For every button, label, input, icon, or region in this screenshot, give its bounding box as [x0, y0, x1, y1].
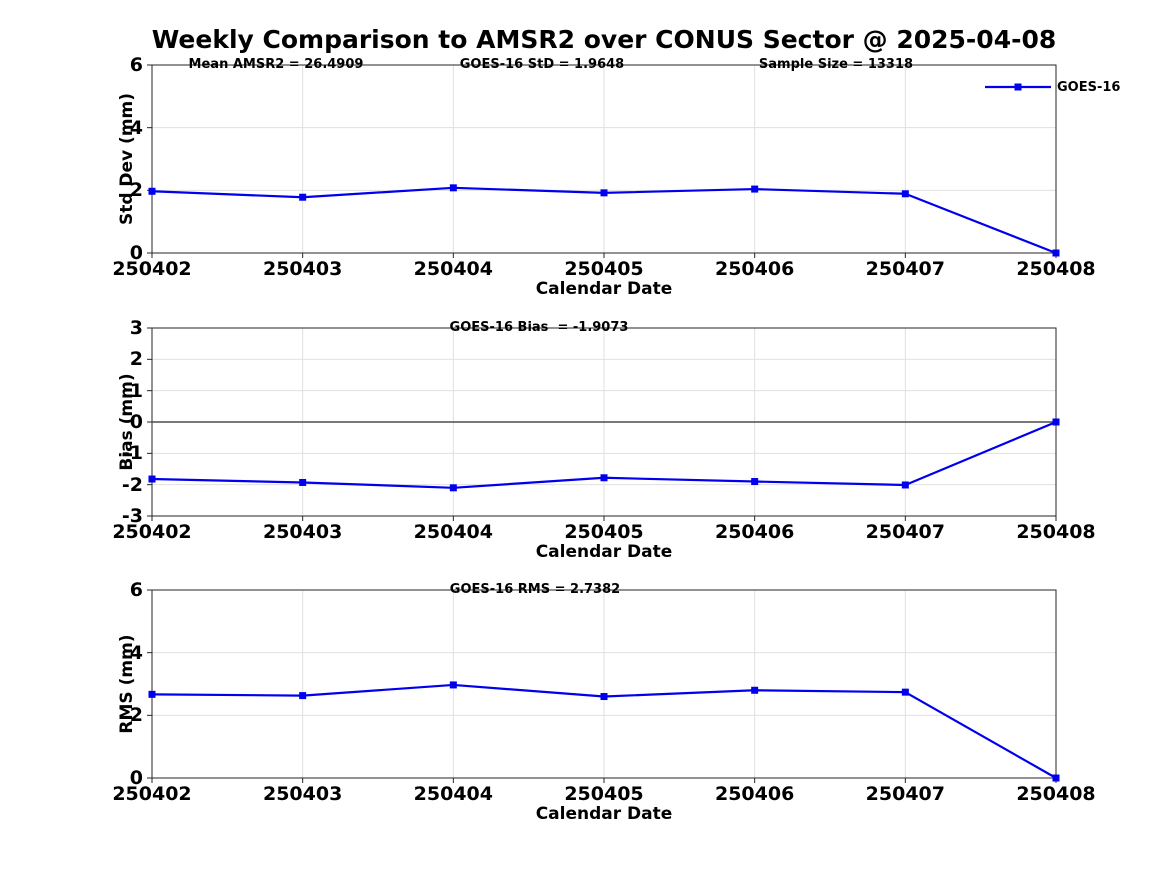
y-axis-label-stddev: Std Dev (mm): [117, 92, 137, 226]
series-marker: [449, 184, 457, 192]
x-tick-label: 250404: [413, 521, 493, 543]
series-marker: [1052, 249, 1060, 257]
x-tick-label: 250405: [564, 783, 644, 805]
series-marker: [751, 185, 759, 193]
x-tick-label: 250407: [865, 521, 945, 543]
series-marker: [751, 478, 759, 486]
series-marker: [148, 690, 156, 698]
x-tick-label: 250405: [564, 521, 644, 543]
y-tick-label: -2: [121, 473, 143, 496]
y-tick-label: 2: [129, 348, 143, 371]
x-tick-label: 250403: [262, 783, 343, 805]
x-tick-label: 250403: [262, 258, 343, 280]
annotation-goes16-bias: GOES-16 Bias = -1.9073: [449, 320, 629, 335]
series-marker: [1052, 418, 1060, 426]
x-tick-label: 250402: [112, 258, 192, 280]
x-axis-label-rms: Calendar Date: [535, 804, 673, 824]
series-marker: [148, 187, 156, 195]
y-tick-label: 6: [129, 54, 143, 76]
y-tick-label: 1: [129, 379, 143, 402]
y-tick-label: 6: [129, 579, 143, 601]
figure-title: Weekly Comparison to AMSR2 over CONUS Se…: [151, 25, 1057, 54]
x-tick-label: 250407: [865, 783, 945, 805]
y-tick-label: 0: [129, 411, 143, 433]
x-axis-label-stddev: Calendar Date: [535, 279, 673, 299]
annotation-mean-amsr2: Mean AMSR2 = 26.4909: [188, 57, 364, 72]
x-tick-label: 250408: [1016, 783, 1096, 805]
annotation-goes16-std: GOES-16 StD = 1.9648: [459, 57, 625, 72]
series-marker: [449, 681, 457, 689]
y-tick-label: 3: [129, 317, 143, 339]
y-tick-label: 4: [129, 116, 143, 139]
series-marker: [901, 688, 909, 696]
x-tick-label: 250407: [865, 258, 945, 280]
x-axis-label-bias: Calendar Date: [535, 542, 673, 562]
x-tick-label: 250402: [112, 521, 192, 543]
series-marker: [299, 692, 307, 700]
x-tick-label: 250406: [714, 258, 795, 280]
series-marker: [600, 474, 608, 482]
x-tick-label: 250405: [564, 258, 644, 280]
y-tick-label: 0: [129, 767, 143, 789]
series-marker: [148, 475, 156, 483]
series-marker: [1052, 774, 1060, 782]
y-tick-label: 2: [129, 179, 143, 202]
x-tick-label: 250408: [1016, 521, 1096, 543]
series-marker: [600, 693, 608, 701]
legend-line-icon: [985, 83, 1051, 91]
legend-label: GOES-16: [1057, 79, 1121, 95]
y-tick-label: -3: [121, 505, 143, 527]
series-marker: [449, 484, 457, 492]
y-tick-label: 0: [129, 242, 143, 264]
series-marker: [751, 686, 759, 694]
annotation-sample-size: Sample Size = 13318: [758, 57, 914, 72]
x-tick-label: 250404: [413, 783, 493, 805]
x-tick-label: 250404: [413, 258, 493, 280]
x-tick-label: 250406: [714, 521, 795, 543]
legend: GOES-16: [985, 79, 1121, 95]
x-tick-label: 250402: [112, 783, 192, 805]
annotation-goes16-rms: GOES-16 RMS = 2.7382: [449, 582, 621, 597]
series-marker: [299, 193, 307, 201]
y-tick-label: -1: [121, 442, 143, 465]
series-marker: [299, 478, 307, 486]
series-marker: [901, 481, 909, 489]
x-tick-label: 250406: [714, 783, 795, 805]
series-marker: [600, 189, 608, 197]
y-tick-label: 4: [129, 641, 143, 664]
series-marker: [901, 190, 909, 198]
x-tick-label: 250403: [262, 521, 343, 543]
x-tick-label: 250408: [1016, 258, 1096, 280]
y-tick-label: 2: [129, 704, 143, 727]
